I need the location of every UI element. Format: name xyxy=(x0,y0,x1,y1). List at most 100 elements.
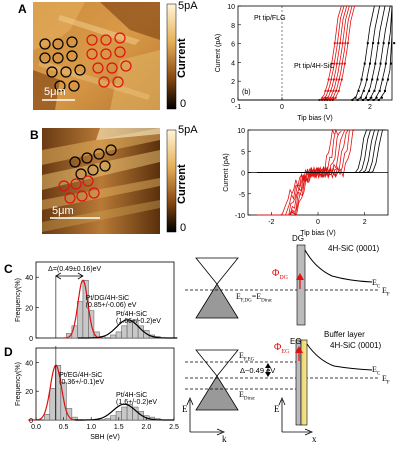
legend-sic: Pt tip/4H-SiC xyxy=(294,63,334,70)
x-tick-label: 0 xyxy=(316,219,320,226)
band-bottom-ef-sub: F xyxy=(386,380,390,386)
iv-point-sic xyxy=(381,78,384,81)
iv-point-flg xyxy=(327,89,330,93)
iv-point-sic xyxy=(363,62,366,65)
y-axis-label: Frequency(%) xyxy=(15,278,22,322)
y-tick-label: 0 xyxy=(241,171,245,178)
y-tick-label: 0 xyxy=(231,98,235,105)
colorbar-a xyxy=(166,3,177,110)
x-axis-label: Tip bias (V) xyxy=(300,230,336,237)
band-top-ef-right: EF xyxy=(382,286,390,298)
band-top-dg-label: DG xyxy=(292,234,304,243)
x-tick-label: 0.5 xyxy=(59,424,69,431)
iv-point-sic xyxy=(362,89,365,92)
band-bottom-phi-symbol: Φ xyxy=(274,342,282,353)
iv-point-sic xyxy=(374,62,377,65)
iv-point-sic xyxy=(354,96,357,99)
iv-point-flg xyxy=(338,78,341,81)
iv-point-flg xyxy=(343,62,347,65)
band-bottom-ef: EF xyxy=(382,374,390,386)
iv-point-flg xyxy=(321,96,324,99)
probe-circles-red-a xyxy=(86,32,132,88)
colorbar-b xyxy=(166,129,177,233)
iv-point-flg xyxy=(324,89,327,93)
legend-flg: Pt tip/FLG xyxy=(254,15,286,22)
iv-point-flg xyxy=(338,42,342,45)
histogram-c: 40 20 0 Frequency(%) Δ=(0.49±0.16)eV Pt/DG/4H… xyxy=(15,261,178,343)
delta-arrowhead-down xyxy=(265,372,271,377)
y-tick-label: 40 xyxy=(25,275,33,282)
iv-point-sic xyxy=(370,96,373,99)
x-tick-label: 0.0 xyxy=(31,424,41,431)
peak1-name-d: Pt/EG/4H-SiC xyxy=(59,372,102,379)
band-e-axis-right: E xyxy=(274,404,280,414)
iv-point-flg xyxy=(334,96,337,99)
y-tick-label: 0 xyxy=(29,336,33,343)
iv-point-flg xyxy=(341,62,344,65)
ec-band-bottom xyxy=(306,343,373,371)
band-top-ef-dirac-sub: Dirac xyxy=(261,298,273,304)
y-tick-label: 40 xyxy=(25,360,33,367)
band-top-efr-e: E xyxy=(382,286,387,295)
iv-point-flg xyxy=(340,78,343,81)
iv-point-flg xyxy=(335,62,339,65)
band-e-axis-left: E xyxy=(182,404,188,414)
iv-point-flg xyxy=(346,42,350,45)
band-bottom-buffer: Buffer layer xyxy=(324,330,365,339)
y-axis-label: Current (pA) xyxy=(223,153,230,192)
band-k-axis: k xyxy=(222,434,227,444)
y-tick-label: -10 xyxy=(235,213,245,220)
iv-point-sic xyxy=(375,96,378,99)
iv-point-sic xyxy=(365,78,368,81)
phi-eg-arrowhead xyxy=(295,346,303,353)
peak1-val-d: (0.36+/-0.1)eV xyxy=(59,379,104,386)
band-bottom-substrate: 4H-SiC (0001) xyxy=(330,341,382,350)
hist-bar xyxy=(115,331,122,339)
hist-bar xyxy=(104,418,111,421)
dg-layer xyxy=(296,244,306,326)
peak2-val-c: (1.66+/-0.2)eV xyxy=(116,318,161,325)
x-tick-label: 2 xyxy=(363,219,367,226)
y-tick-label: 5 xyxy=(241,149,245,156)
peak2-name-c: Pt/4H-SiC xyxy=(116,311,147,318)
delta-label: Δ=(0.49±0.16)eV xyxy=(48,266,101,273)
e-k-axes xyxy=(186,396,226,436)
iv-point-sic xyxy=(377,99,380,101)
iv-point-sic xyxy=(383,89,386,92)
iv-point-sic xyxy=(372,42,375,45)
band-bottom-ef-e: E xyxy=(382,374,387,383)
x-tick-label: -2 xyxy=(268,219,274,226)
iv-point-flg xyxy=(336,42,339,45)
panel-label-a: A xyxy=(18,2,27,16)
iv-point-flg xyxy=(337,89,340,93)
x-tick-label: 2.5 xyxy=(169,424,179,431)
iv-curve-sic xyxy=(257,129,386,173)
probe-circles-red-b xyxy=(58,175,100,204)
band-bottom-edirac-e: E xyxy=(239,390,244,399)
afm-image-a xyxy=(33,2,160,110)
peak2-val-d: (1.6+/-0.2)eV xyxy=(116,399,157,406)
band-bottom-edirac: EDirac xyxy=(239,390,255,402)
y-axis-label: Current (pA) xyxy=(215,34,222,73)
y-tick-label: 10 xyxy=(227,4,235,11)
iv-point-sic xyxy=(373,89,376,92)
band-bottom-delta: Δ~0.49 eV xyxy=(240,366,276,375)
band-bottom-phi-sub: EG xyxy=(281,349,290,355)
panel-label-d: D xyxy=(4,345,13,359)
peak1-val-c: (0.85+/-0.06) eV xyxy=(86,302,137,309)
band-top-phi-symbol: Φ xyxy=(272,268,280,279)
iv-point-flg xyxy=(330,78,333,81)
hist-bar xyxy=(49,388,56,421)
x-axis-label: SBH (eV) xyxy=(90,434,120,441)
y-tick-label: 4 xyxy=(231,60,235,67)
iv-point-sic xyxy=(387,78,390,81)
band-top-ef-e: E xyxy=(236,292,241,301)
colorbar-title-a: Current xyxy=(176,38,188,78)
band-top-ef-label: EF,DG=EDirac xyxy=(236,292,272,304)
band-top-ec-sub: C xyxy=(376,284,381,290)
iv-point-sic xyxy=(380,96,383,99)
iv-point-sic xyxy=(369,62,371,65)
iv-point-sic xyxy=(387,42,390,45)
